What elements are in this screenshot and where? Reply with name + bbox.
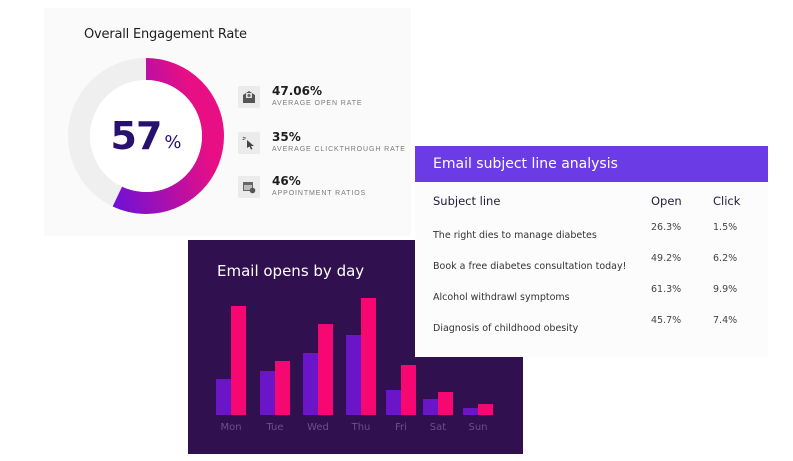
column-header-open: Open (651, 194, 682, 208)
bar-sun-a (463, 408, 478, 415)
cursor-click-icon (238, 132, 260, 154)
envelope-icon (238, 86, 260, 108)
table-row: The right dies to manage diabetes 26.3% … (433, 220, 763, 251)
engagement-donut-chart (68, 58, 224, 214)
donut-value: 57 (110, 114, 163, 158)
open-cell: 26.3% (651, 222, 682, 233)
bar-thu-a (346, 335, 361, 415)
stat-appointment-ratios: 46% Appointment ratios (238, 174, 366, 198)
bar-mon-b (231, 306, 246, 415)
bar-fri-a (386, 390, 401, 415)
subject-analysis-title: Email subject line analysis (415, 146, 768, 182)
click-cell: 9.9% (713, 284, 738, 295)
bar-thu-b (361, 298, 376, 415)
day-label-fri: Fri (395, 422, 407, 433)
subject-cell: The right dies to manage diabetes (433, 230, 597, 241)
day-label-sat: Sat (429, 422, 447, 433)
stat-value: 47.06% (272, 84, 322, 98)
subject-cell: Alcohol withdrawl symptoms (433, 292, 570, 303)
opens-by-day-title: Email opens by day (217, 262, 365, 280)
bar-fri-b (401, 365, 416, 415)
subject-cell: Diagnosis of childhood obesity (433, 323, 579, 334)
day-label-tue: Tue (266, 422, 284, 433)
table-row: Alcohol withdrawl symptoms 61.3% 9.9% (433, 282, 763, 313)
stat-label: Average clickthrough rate (272, 146, 406, 153)
table-row: Book a free diabetes consultation today!… (433, 251, 763, 282)
engagement-title: Overall Engagement Rate (84, 27, 247, 42)
bar-mon-a (216, 379, 231, 415)
donut-center: 57 % (67, 57, 225, 215)
subject-analysis-card: Email subject line analysis Subject line… (415, 146, 768, 357)
bar-sat-b (438, 392, 453, 415)
stat-value: 35% (272, 130, 301, 144)
table-header-row: Subject line Open Click (433, 194, 763, 220)
stat-label: Average open rate (272, 100, 363, 107)
stat-open-rate: 47.06% Average open rate (238, 84, 363, 108)
engagement-card: Overall Engagement Rate 57 % 47.06% Aver… (44, 8, 411, 236)
column-header-click: Click (713, 194, 741, 208)
day-label-sun: Sun (468, 422, 488, 433)
day-label-thu: Thu (351, 422, 371, 433)
click-cell: 6.2% (713, 253, 738, 264)
bar-tue-a (260, 371, 275, 415)
click-cell: 1.5% (713, 222, 738, 233)
bar-sun-b (478, 404, 493, 415)
calendar-icon (238, 176, 260, 198)
bar-tue-b (275, 361, 290, 415)
open-cell: 45.7% (651, 315, 682, 326)
bar-sat-a (423, 399, 438, 415)
opens-by-day-chart: Mon Tue Wed Thu Fri Sat Sun (188, 240, 523, 454)
stat-clickthrough-rate: 35% Average clickthrough rate (238, 130, 406, 154)
day-label-mon: Mon (220, 422, 242, 433)
bar-wed-b (318, 324, 333, 415)
subject-analysis-table: Subject line Open Click The right dies t… (433, 194, 763, 344)
bar-wed-a (303, 353, 318, 415)
open-cell: 61.3% (651, 284, 682, 295)
donut-unit: % (164, 131, 182, 153)
day-label-wed: Wed (307, 422, 329, 433)
table-row: Diagnosis of childhood obesity 45.7% 7.4… (433, 313, 763, 344)
click-cell: 7.4% (713, 315, 738, 326)
stat-label: Appointment ratios (272, 190, 367, 197)
open-cell: 49.2% (651, 253, 682, 264)
stat-value: 46% (272, 174, 301, 188)
column-header-subject: Subject line (433, 194, 501, 208)
opens-by-day-card: Email opens by day Mon Tue Wed Thu Fri Sat Sun (188, 240, 523, 454)
subject-cell: Book a free diabetes consultation today! (433, 261, 627, 272)
